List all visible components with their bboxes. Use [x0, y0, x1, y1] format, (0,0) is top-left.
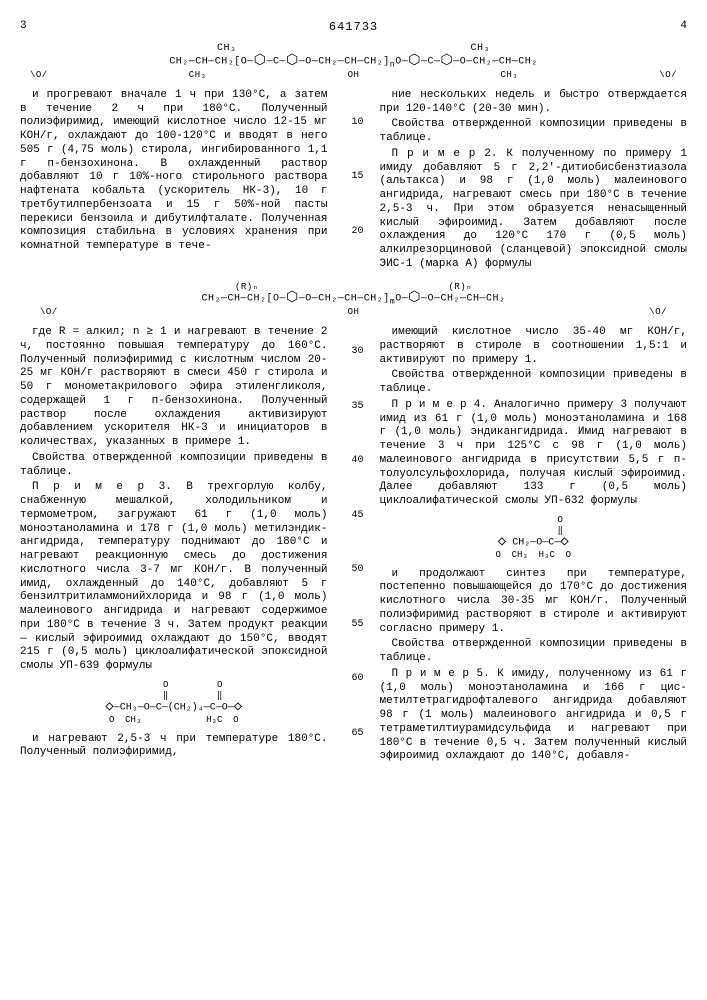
paragraph: Свойства отвержденной композиции приведе… [20, 452, 328, 480]
paragraph: и нагревают 2,5-3 ч при температуре 180°… [20, 733, 328, 761]
rn-label: (R)ₙ [448, 282, 472, 293]
formula-mid: (R)ₙ (R)ₙ CH₂—CH—CH₂[O—⬡—O—CH₂—CH—CH₂]mO… [20, 282, 687, 319]
paragraph: и прогревают вначале 1 ч при 130°C, а за… [20, 89, 328, 254]
ch3-label: CH₃ [217, 43, 237, 56]
paragraph: П р и м е р 4. Аналогично примеру 3 полу… [380, 399, 688, 509]
ch3-label: CH₃ [189, 70, 207, 81]
left-column: и прогревают вначале 1 ч при 130°C, а за… [20, 89, 328, 274]
paragraph: имеющий кислотное число 35-40 мг КОН/г, … [380, 326, 688, 367]
line-numbers: 30 35 40 45 50 55 60 65 [344, 326, 364, 766]
formula-632: O ‖ ◇ CH₂—O—C—◇ O CH₃ H₃C O [380, 515, 688, 562]
epoxy-o: \O/ [30, 70, 48, 81]
linenum: 60 [344, 673, 364, 686]
page-right: 4 [680, 20, 687, 35]
paragraph: Свойства отвержденной композиции приведе… [380, 638, 688, 666]
linenum: 15 [344, 171, 364, 184]
paragraph: П р и м е р 5. К имиду, полученному из 6… [380, 668, 688, 764]
patent-number: 641733 [329, 20, 378, 35]
epoxy-o: \O/ [40, 307, 58, 318]
paragraph: и продолжают синтез при температуре, пос… [380, 568, 688, 637]
paragraph: где R = алкил; n ≥ 1 и нагревают в течен… [20, 326, 328, 450]
linenum: 20 [344, 226, 364, 239]
linenum: 30 [344, 346, 364, 359]
linenum: 55 [344, 619, 364, 632]
page-left: 3 [20, 20, 27, 35]
paragraph: Свойства отвержденной композиции приведе… [380, 369, 688, 397]
linenum: 65 [344, 728, 364, 741]
oh-label: OH [348, 307, 360, 318]
linenum: 40 [344, 455, 364, 468]
linenum: 45 [344, 510, 364, 523]
formula-top: CH₃ CH₃ CH₂—CH—CH₂[O—⬡—C—⬡—O—CH₂—CH—CH₂]… [20, 43, 687, 81]
line-numbers: 10 15 20 [344, 89, 364, 274]
epoxy-o: \O/ [659, 70, 677, 81]
right-column: ние нескольких недель и быстро отверждае… [380, 89, 688, 274]
linenum: 50 [344, 564, 364, 577]
left-column: где R = алкил; n ≥ 1 и нагревают в течен… [20, 326, 328, 766]
paragraph: ние нескольких недель и быстро отверждае… [380, 89, 688, 117]
right-column: имеющий кислотное число 35-40 мг КОН/г, … [380, 326, 688, 766]
linenum: 10 [344, 117, 364, 130]
ch3-label: CH₃ [501, 70, 519, 81]
paragraph: П р и м е р 3. В трехгорлую колбу, снабж… [20, 481, 328, 674]
rn-label: (R)ₙ [235, 282, 259, 293]
linenum: 35 [344, 401, 364, 414]
paragraph: Свойства отвержденной композиции приведе… [380, 118, 688, 146]
paragraph: П р и м е р 2. К полученному по примеру … [380, 148, 688, 272]
ch3-label: CH₃ [470, 43, 490, 56]
epoxy-o: \O/ [649, 307, 667, 318]
formula-639: O O ‖ ‖ ◇—CH₃—O—C—(CH₂)₄—C—O—◇ O CH₃ H₃C… [20, 680, 328, 727]
oh-label: OH [348, 70, 360, 81]
